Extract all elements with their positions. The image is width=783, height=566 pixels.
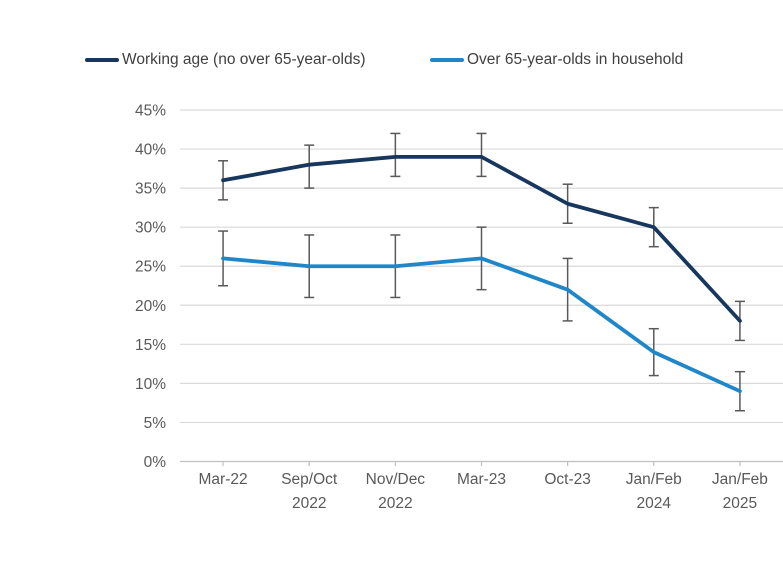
y-tick-label: 25% bbox=[135, 259, 166, 276]
x-tick-label: 2022 bbox=[292, 495, 326, 512]
x-tick-label: Mar-23 bbox=[457, 471, 506, 488]
x-tick-label: Oct-23 bbox=[544, 471, 591, 488]
x-tick-label: Jan/Feb bbox=[626, 471, 682, 488]
y-axis-labels: 0% 5% 10% 15% 20% 25% 30% 35% 40% 45% bbox=[135, 103, 166, 472]
legend-label-over-65: Over 65-year-olds in household bbox=[467, 51, 684, 68]
legend-swatch-working-age bbox=[85, 58, 119, 62]
legend-item-over-65: Over 65-year-olds in household bbox=[430, 49, 683, 71]
x-tick-label: Nov/Dec bbox=[366, 471, 426, 488]
y-tick-label: 35% bbox=[135, 181, 166, 198]
legend-item-working-age: Working age (no over 65-year-olds) bbox=[85, 49, 366, 71]
legend-swatch-over-65 bbox=[430, 58, 464, 62]
chart-legend: Working age (no over 65-year-olds) Over … bbox=[0, 49, 783, 71]
series-line-1 bbox=[221, 256, 742, 394]
series-line-0 bbox=[221, 154, 742, 323]
x-tick-label: Mar-22 bbox=[199, 471, 248, 488]
x-tick-label: Sep/Oct bbox=[281, 471, 338, 488]
legend-label-working-age: Working age (no over 65-year-olds) bbox=[122, 51, 366, 68]
x-axis-labels: Mar-22 Sep/Oct 2022 Nov/Dec 2022 Mar-23 Oct-23… bbox=[199, 471, 768, 512]
x-tick-label: Jan/Feb bbox=[712, 471, 768, 488]
y-tick-label: 15% bbox=[135, 337, 166, 354]
y-tick-label: 40% bbox=[135, 142, 166, 159]
x-tick-label: 2022 bbox=[378, 495, 412, 512]
y-tick-label: 20% bbox=[135, 298, 166, 315]
x-tick-label: 2025 bbox=[723, 495, 757, 512]
y-tick-label: 45% bbox=[135, 103, 166, 120]
x-tick-label: 2024 bbox=[637, 495, 672, 512]
x-axis-ticks bbox=[222, 461, 741, 466]
y-tick-label: 5% bbox=[144, 415, 167, 432]
y-tick-label: 0% bbox=[144, 454, 167, 471]
y-tick-label: 30% bbox=[135, 220, 166, 237]
y-tick-label: 10% bbox=[135, 376, 166, 393]
